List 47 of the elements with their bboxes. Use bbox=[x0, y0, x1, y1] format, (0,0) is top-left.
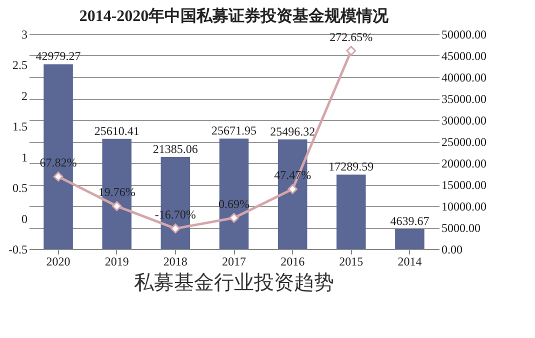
point bbox=[53, 172, 64, 182]
data-label: 25610.41 bbox=[94, 124, 140, 138]
y-tick-label: 2.5 bbox=[12, 58, 28, 72]
x-tick-label: 2019 bbox=[104, 254, 129, 268]
y-tick-label: 3 bbox=[22, 28, 28, 42]
x-tick-label: 2018 bbox=[163, 254, 188, 268]
y2-tick-label: 0.00 bbox=[442, 242, 462, 256]
chart-title: 2014-2020年中国私募证券投资基金规模情况 bbox=[79, 7, 390, 25]
y-tick-label: 2 bbox=[22, 88, 28, 103]
y2-tick-label: 10000.00 bbox=[442, 200, 486, 214]
data-label: 25496.32 bbox=[270, 124, 316, 138]
y2-tick-label: 5000.00 bbox=[442, 221, 480, 235]
x-tick-label: 2016 bbox=[280, 254, 305, 268]
y2-tick-label: 25000.00 bbox=[442, 135, 486, 149]
y2-tick-label: 15000.00 bbox=[442, 178, 486, 192]
data-label: 42979.27 bbox=[36, 49, 81, 64]
bar bbox=[395, 229, 424, 249]
bar bbox=[336, 174, 366, 249]
text: 私募基金行业投资趋势 bbox=[134, 270, 334, 294]
data-label: 21385.06 bbox=[152, 142, 198, 156]
data-label: 272.65% bbox=[330, 30, 373, 44]
data-label: 4639.67 bbox=[390, 214, 430, 228]
data-label: 67.82% bbox=[40, 156, 77, 170]
point bbox=[112, 201, 122, 212]
y2-tick-label: 45000.00 bbox=[442, 49, 486, 63]
y2-tick-label: 35000.00 bbox=[442, 92, 486, 106]
point bbox=[346, 46, 356, 56]
y2-tick-label: 20000.00 bbox=[442, 156, 486, 170]
point bbox=[288, 184, 298, 194]
data-label: 25671.95 bbox=[212, 124, 256, 138]
y2-tick-label: 50000.00 bbox=[442, 28, 486, 42]
y2-tick-label: 40000.00 bbox=[442, 70, 486, 84]
y2-tick-label: 30000.00 bbox=[442, 114, 486, 128]
bar bbox=[219, 138, 249, 249]
point bbox=[229, 212, 239, 223]
y-tick-label: 0.5 bbox=[12, 181, 28, 196]
data-label: 0.69% bbox=[218, 196, 250, 211]
x-tick-label: 2014 bbox=[398, 254, 422, 268]
y-tick-label: -0.5 bbox=[8, 242, 28, 256]
x-tick-label: 2017 bbox=[222, 254, 246, 268]
y-tick-label: 0 bbox=[22, 212, 28, 226]
x-tick-label: 2020 bbox=[46, 254, 70, 268]
point bbox=[170, 224, 180, 234]
y-tick-label: 1 bbox=[22, 150, 28, 164]
y-tick-label: 1.5 bbox=[12, 120, 28, 134]
data-label: 17289.59 bbox=[328, 160, 374, 174]
x-tick-label: 2015 bbox=[339, 254, 364, 268]
